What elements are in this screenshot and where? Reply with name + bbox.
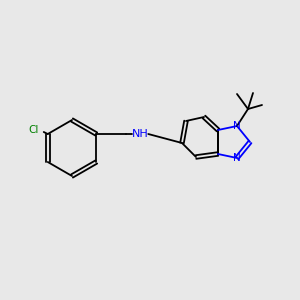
Text: NH: NH: [132, 129, 148, 139]
Text: N: N: [233, 153, 241, 163]
Text: N: N: [233, 121, 241, 131]
Text: Cl: Cl: [28, 125, 39, 135]
